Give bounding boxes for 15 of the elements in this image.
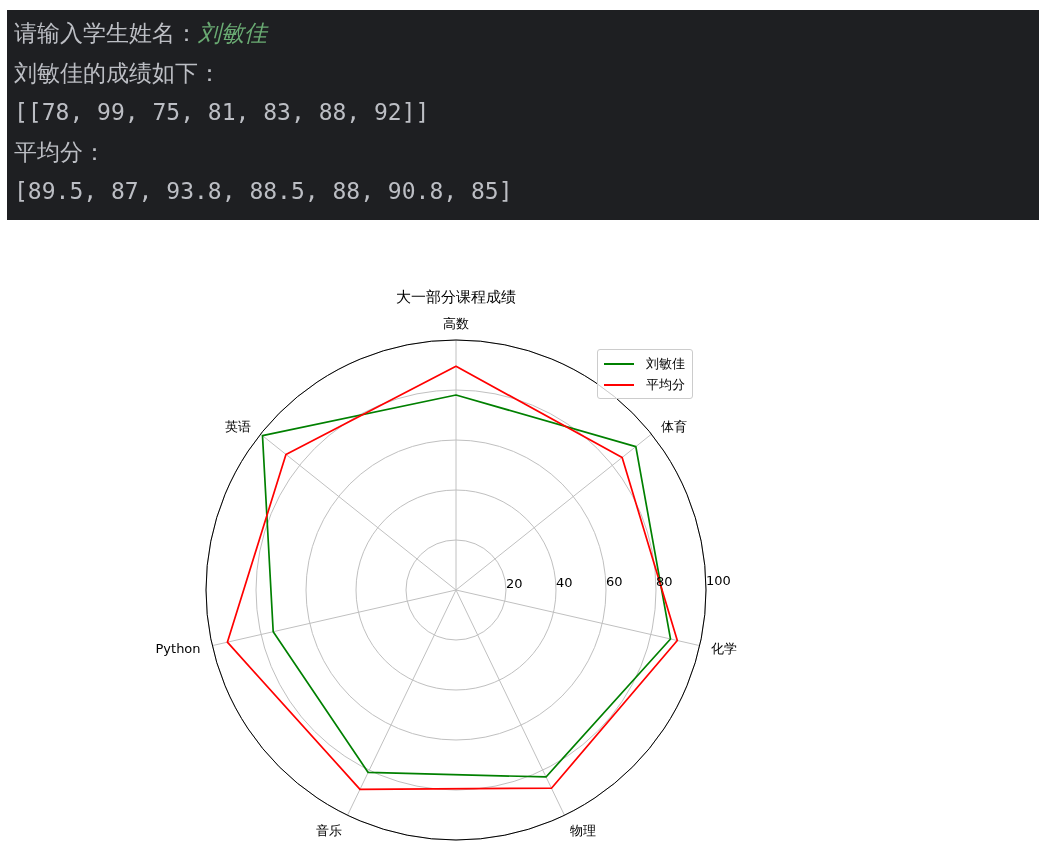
y-tick-label: 20 — [505, 576, 523, 592]
legend-label: 平均分 — [646, 375, 685, 394]
y-tick-label: 60 — [605, 574, 623, 590]
spoke-label: 化学 — [711, 640, 738, 656]
spoke-label: Python — [155, 640, 201, 656]
terminal-panel: 请输入学生姓名：刘敏佳 刘敏佳的成绩如下： [[78, 99, 75, 81, 83, 88, 92]] 平均分： [89.5, 87, 93.8, 88.5, 88, 90.8, 85] — [7, 10, 1039, 220]
spoke-label: 音乐 — [316, 823, 343, 839]
spoke-label: 英语 — [225, 419, 252, 435]
legend-label: 刘敏佳 — [646, 354, 685, 373]
y-tick-label: 40 — [555, 575, 573, 591]
chart-title: 大一部分课程成绩 — [395, 288, 517, 307]
spoke-label: 高数 — [443, 316, 469, 331]
spoke-label: 物理 — [569, 823, 596, 839]
y-tick-label: 100 — [705, 572, 731, 588]
spoke-label: 体育 — [660, 419, 687, 435]
